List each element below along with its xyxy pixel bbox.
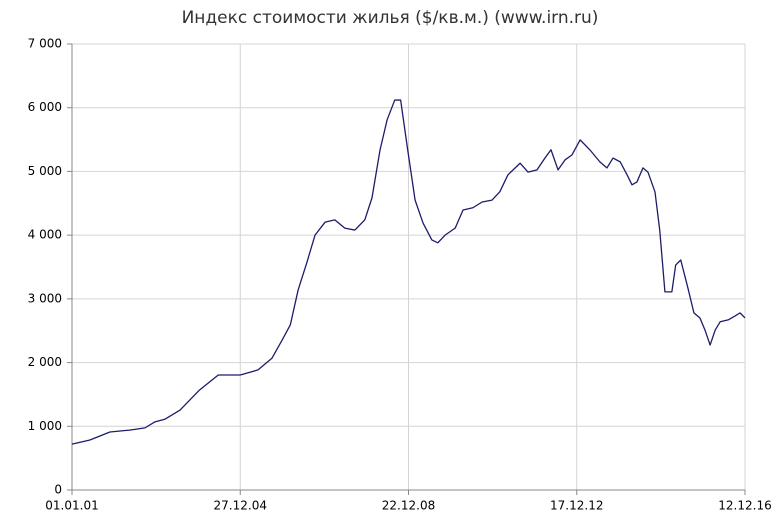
y-tick-label: 7 000 — [28, 37, 62, 51]
x-tick-label: 27.12.04 — [214, 499, 267, 513]
data-line — [71, 99, 746, 445]
x-tick-label: 22.12.08 — [382, 499, 435, 513]
y-tick-label: 4 000 — [28, 228, 62, 242]
y-tick-label: 3 000 — [28, 291, 62, 305]
y-tick-label: 1 000 — [28, 419, 62, 433]
y-tick-label: 5 000 — [28, 164, 62, 178]
chart-title: Индекс стоимости жилья ($/кв.м.) (www.ir… — [182, 8, 599, 28]
y-tick-label: 0 — [54, 483, 62, 497]
x-tick-label: 12.12.16 — [718, 499, 771, 513]
y-tick-label: 6 000 — [28, 100, 62, 114]
x-tick-label: 17.12.12 — [550, 499, 603, 513]
x-tick-label: 01.01.01 — [45, 499, 98, 513]
y-tick-label: 2 000 — [28, 355, 62, 369]
